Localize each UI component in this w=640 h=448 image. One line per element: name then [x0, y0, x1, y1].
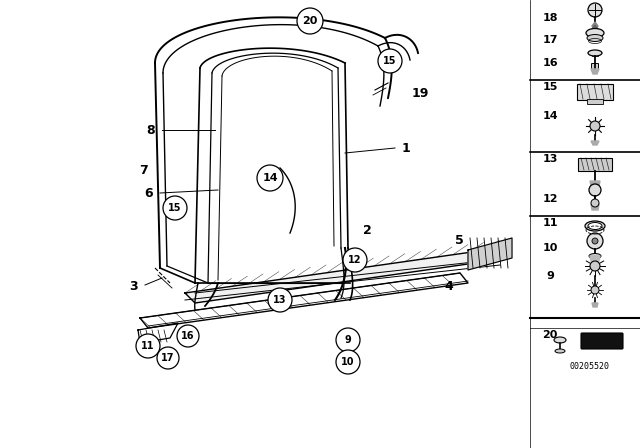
Ellipse shape	[586, 29, 604, 38]
Text: 12: 12	[542, 194, 557, 204]
Text: 18: 18	[542, 13, 557, 23]
Circle shape	[588, 3, 602, 17]
Text: 12: 12	[348, 255, 362, 265]
Polygon shape	[590, 256, 600, 261]
Text: 00205520: 00205520	[570, 362, 610, 370]
Polygon shape	[591, 204, 599, 210]
Text: 17: 17	[161, 353, 175, 363]
Text: 15: 15	[383, 56, 397, 66]
Text: 4: 4	[444, 280, 452, 293]
Text: 11: 11	[141, 341, 155, 351]
Bar	[577, 84, 613, 100]
Text: 19: 19	[412, 86, 429, 99]
Text: 14: 14	[262, 173, 278, 183]
Circle shape	[268, 288, 292, 312]
Polygon shape	[468, 238, 512, 270]
Polygon shape	[590, 181, 600, 186]
Ellipse shape	[585, 221, 605, 231]
Text: 3: 3	[129, 280, 138, 293]
Text: 20: 20	[302, 16, 317, 26]
Text: 20: 20	[542, 330, 557, 340]
Text: 7: 7	[140, 164, 148, 177]
Text: 13: 13	[273, 295, 287, 305]
Text: 16: 16	[542, 58, 558, 68]
Circle shape	[591, 286, 599, 294]
Text: 17: 17	[542, 35, 557, 45]
Polygon shape	[591, 69, 599, 74]
Polygon shape	[592, 303, 598, 307]
Text: 16: 16	[181, 331, 195, 341]
Circle shape	[136, 334, 160, 358]
Text: 15: 15	[542, 82, 557, 92]
Ellipse shape	[588, 223, 602, 229]
Polygon shape	[591, 184, 599, 189]
Circle shape	[297, 8, 323, 34]
Ellipse shape	[555, 349, 565, 353]
Polygon shape	[592, 22, 598, 30]
Circle shape	[592, 238, 598, 244]
Ellipse shape	[589, 254, 601, 258]
Text: 13: 13	[542, 154, 557, 164]
Text: 1: 1	[402, 142, 411, 155]
Bar	[578, 158, 612, 171]
Text: 15: 15	[168, 203, 182, 213]
Circle shape	[378, 49, 402, 73]
Circle shape	[336, 350, 360, 374]
Text: 11: 11	[542, 218, 557, 228]
Circle shape	[591, 199, 599, 207]
Circle shape	[157, 347, 179, 369]
Text: 5: 5	[454, 233, 463, 246]
Text: 8: 8	[147, 124, 155, 137]
Circle shape	[163, 196, 187, 220]
Ellipse shape	[588, 50, 602, 56]
Circle shape	[590, 261, 600, 271]
Circle shape	[343, 248, 367, 272]
Text: 2: 2	[363, 224, 372, 237]
Circle shape	[257, 165, 283, 191]
Polygon shape	[592, 25, 598, 33]
Text: 6: 6	[145, 186, 153, 199]
FancyBboxPatch shape	[581, 333, 623, 349]
Circle shape	[589, 184, 601, 196]
Ellipse shape	[554, 337, 566, 343]
Circle shape	[590, 121, 600, 131]
Text: 9: 9	[344, 335, 351, 345]
Ellipse shape	[587, 34, 603, 42]
FancyBboxPatch shape	[591, 64, 598, 70]
Text: 9: 9	[546, 271, 554, 281]
Polygon shape	[591, 141, 599, 145]
Circle shape	[177, 325, 199, 347]
Circle shape	[587, 233, 603, 249]
Text: 10: 10	[542, 243, 557, 253]
Text: 14: 14	[542, 111, 558, 121]
Circle shape	[336, 328, 360, 352]
Polygon shape	[185, 248, 510, 303]
Text: 10: 10	[341, 357, 355, 367]
Bar	[587, 99, 603, 104]
